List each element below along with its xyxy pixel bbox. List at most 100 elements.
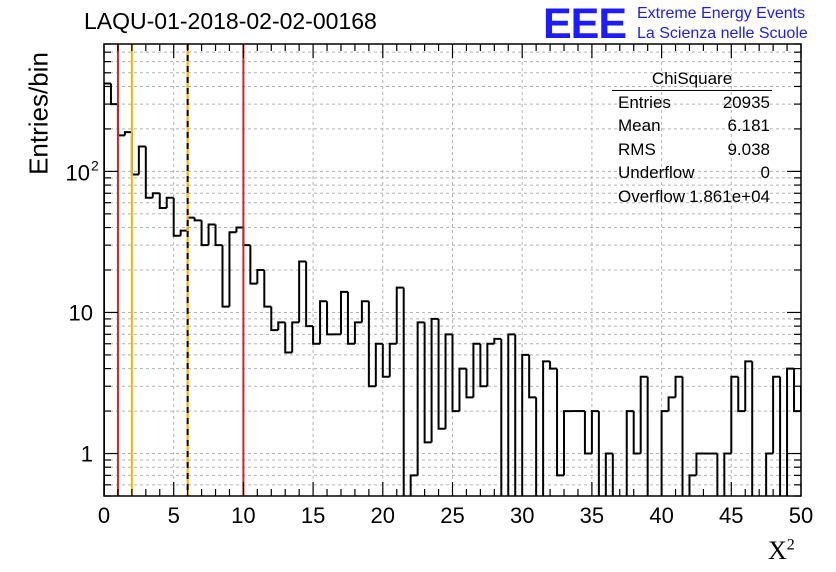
histogram-bin	[646, 376, 649, 496]
histogram-bin	[590, 410, 599, 454]
histogram-bin	[779, 376, 782, 496]
histogram-bin	[270, 306, 279, 332]
histogram-bin	[716, 453, 719, 496]
histogram-bin	[639, 375, 648, 454]
histogram-bin	[284, 322, 293, 354]
histogram-bin	[751, 361, 754, 496]
histogram-bin	[374, 342, 383, 387]
histogram-bin	[800, 385, 801, 412]
histogram-bin	[193, 217, 202, 222]
x-axis-label: X2	[768, 536, 795, 565]
histogram-bin	[744, 360, 753, 412]
histogram-bin	[263, 270, 272, 308]
histogram-bin	[507, 333, 516, 496]
histogram-bin	[465, 368, 474, 399]
histogram-bin	[312, 326, 321, 345]
histogram-bin	[765, 452, 774, 496]
histogram-bin	[165, 196, 174, 209]
histogram-bin	[500, 338, 503, 496]
histogram-bin	[291, 321, 300, 353]
histogram-bin	[207, 223, 216, 246]
cut-lines	[116, 44, 245, 496]
histogram-bin	[556, 368, 565, 477]
histogram-bin	[737, 376, 746, 413]
stats-row-underflow: Underflow 0	[612, 161, 772, 184]
stats-value: 1.861e+04	[689, 186, 770, 206]
histogram-bin	[583, 411, 592, 455]
stats-row-entries: Entries 20935	[612, 91, 772, 114]
chart-title: LAQU-01-2018-02-02-00168	[84, 8, 377, 34]
histogram-bin	[360, 300, 369, 323]
stats-value: 0	[760, 163, 770, 183]
x-tick-label: 20	[371, 503, 395, 528]
histogram-bin	[339, 290, 348, 335]
y-tick-label: 10	[69, 300, 93, 325]
x-tick-label: 35	[580, 503, 604, 528]
stats-row-rms: RMS 9.038	[612, 138, 772, 161]
histogram-bin	[521, 353, 530, 496]
histogram-bin	[200, 220, 209, 247]
histogram-bin	[479, 343, 488, 388]
x-tick-label: 5	[168, 503, 180, 528]
histogram-bin	[235, 226, 244, 233]
stats-row-overflow: Overflow 1.861e+04	[612, 185, 772, 208]
histogram-bin	[723, 452, 732, 496]
histogram-bin	[786, 367, 795, 496]
histogram-bin	[298, 260, 307, 323]
histogram-bin	[458, 367, 467, 412]
histogram-bin	[144, 146, 153, 199]
histogram-bin	[667, 396, 676, 412]
histogram-bin	[472, 342, 481, 398]
eee-logo: EEE	[543, 0, 627, 48]
y-tick-label: 10	[66, 160, 90, 185]
histogram-bin	[381, 343, 390, 378]
stats-label: Entries	[618, 93, 671, 112]
x-tick-label: 25	[440, 503, 464, 528]
histogram-bin	[116, 104, 125, 137]
y-tick-label: 1	[81, 442, 93, 467]
histogram-bin	[604, 452, 613, 496]
histogram-bin	[353, 321, 362, 344]
histogram-bin	[158, 193, 167, 210]
histogram-bin	[179, 229, 188, 236]
histogram-bin	[367, 301, 376, 388]
histogram-bin	[388, 342, 397, 377]
histogram-bin	[172, 197, 181, 237]
histogram-bin	[793, 368, 801, 413]
logo-caption-line2: La Scienza nelle Scuole	[637, 25, 808, 42]
x-tick-label: 30	[510, 503, 534, 528]
histogram-bin	[151, 192, 160, 198]
histogram-bin	[430, 317, 439, 443]
histogram-bin	[326, 301, 335, 336]
histogram-bin	[730, 375, 739, 454]
histogram-bin	[808, 386, 815, 411]
histogram-bin	[486, 342, 495, 387]
histogram-bin	[228, 231, 237, 307]
histogram-bin	[346, 291, 355, 345]
histogram-bin	[451, 334, 460, 413]
stats-row-mean: Mean 6.181	[612, 114, 772, 137]
logo-caption-line1: Extreme Energy Events	[637, 5, 806, 22]
histogram-bin	[242, 227, 251, 247]
histogram-bin	[563, 410, 571, 476]
histogram-bin	[597, 411, 600, 496]
x-tick-label: 0	[98, 503, 110, 528]
stats-label: RMS	[618, 139, 656, 159]
y-tick-label-exponent: 2	[91, 157, 99, 173]
histogram-bin	[104, 82, 111, 496]
histogram-bin	[221, 245, 230, 308]
stats-box: ChiSquare Entries 20935 Mean 6.181 RMS 9…	[612, 68, 772, 208]
stats-value: 6.181	[727, 116, 770, 136]
histogram-bin	[535, 397, 538, 496]
histogram-bin	[542, 360, 551, 496]
histogram-bin	[493, 337, 502, 344]
stats-value: 20935	[722, 93, 770, 112]
histogram-bin	[772, 375, 781, 454]
stats-label: Underflow	[618, 163, 695, 183]
histogram-bin	[528, 354, 537, 399]
histogram-bin	[416, 321, 425, 476]
histogram-bin	[130, 132, 139, 176]
histogram-bin	[409, 474, 418, 496]
